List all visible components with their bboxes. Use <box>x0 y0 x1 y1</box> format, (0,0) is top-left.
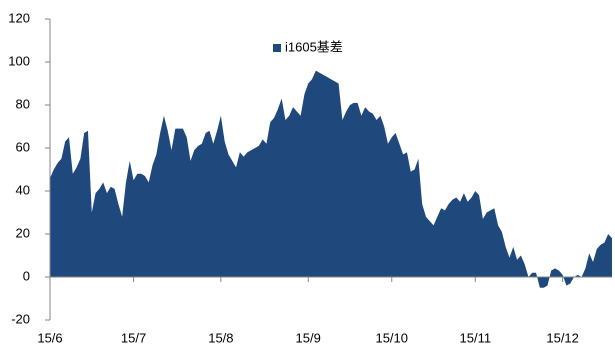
x-tick-label: 15/11 <box>460 330 492 345</box>
x-tick-label: 15/12 <box>546 330 579 345</box>
y-tick-label: 60 <box>16 139 30 154</box>
x-tick-label: 15/6 <box>37 330 62 345</box>
x-tick-label: 15/8 <box>208 330 233 345</box>
x-tick-label: 15/7 <box>121 330 146 345</box>
legend-label: i1605基差 <box>285 39 343 54</box>
legend-swatch <box>273 44 281 52</box>
y-tick-label: 120 <box>8 10 30 25</box>
y-tick-label: -20 <box>11 311 30 326</box>
y-tick-label: 20 <box>16 225 30 240</box>
x-tick-label: 15/9 <box>296 330 321 345</box>
y-tick-label: 40 <box>16 182 30 197</box>
y-tick-label: 80 <box>16 96 30 111</box>
y-tick-label: 0 <box>23 268 30 283</box>
y-tick-label: 100 <box>8 53 30 68</box>
x-tick-label: 15/10 <box>375 330 408 345</box>
area <box>50 70 612 288</box>
